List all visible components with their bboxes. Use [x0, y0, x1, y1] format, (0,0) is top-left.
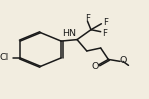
Text: F: F [102, 29, 107, 38]
Text: F: F [85, 14, 90, 23]
Text: O: O [92, 62, 99, 71]
Text: Cl: Cl [0, 53, 9, 62]
Text: HN: HN [62, 29, 76, 38]
Text: F: F [103, 18, 108, 27]
Text: O: O [119, 56, 127, 65]
